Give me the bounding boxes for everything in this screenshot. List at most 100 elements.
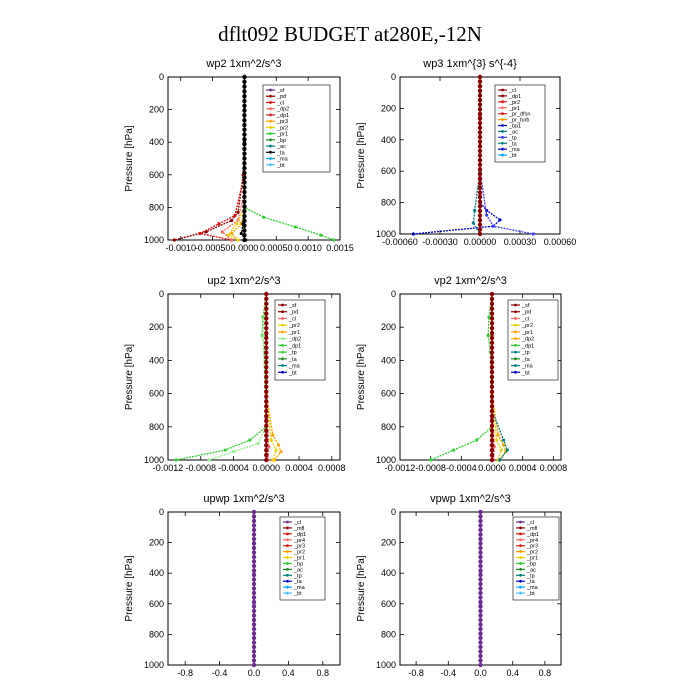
series-point [256,441,260,445]
y-tick-label: 400 [149,355,164,365]
series-point [172,238,176,242]
x-tick-label: -0.0004 [218,463,249,473]
y-tick-label: 600 [381,599,396,609]
series-point [487,315,491,319]
y-tick-label: 600 [381,389,396,399]
legend-marker [519,573,522,577]
legend-label: _ma [508,147,521,153]
y-tick-label: 200 [149,322,164,332]
legend-label: _dp1 [521,343,534,349]
series-point [499,448,503,452]
legend-label: _sf [288,303,297,309]
y-tick-label: 0 [159,289,164,299]
series-point [230,238,234,242]
legend-marker [519,579,522,583]
legend-marker [514,343,517,347]
series-point [411,232,415,236]
series-line-cl [197,77,246,241]
legend-marker [514,357,517,361]
legend-label: _bt [508,153,517,159]
x-tick-label: -0.0008 [415,463,446,473]
legend-marker [501,141,504,145]
y-tick-label: 0 [391,72,396,82]
series-point [293,225,298,229]
y-tick-label: 600 [149,599,164,609]
x-tick-label: -0.8 [177,668,193,678]
series-point [496,433,500,437]
x-tick-label: 0.0008 [318,463,346,473]
series-point [531,232,535,236]
series-point [174,458,178,462]
legend-label: _pr1 [288,330,300,336]
series-point [332,238,336,242]
legend-label: _mfl [293,526,304,532]
legend-marker [501,118,504,121]
x-tick-label: 0.8 [539,668,552,678]
series-point [473,208,477,213]
page-title: dflt092 BUDGET at280E,-12N [218,22,482,46]
legend-marker [519,520,522,524]
legend-marker [269,150,272,154]
legend-label: _pr1 [276,132,288,138]
y-tick-label: 400 [149,568,164,578]
series-point [207,458,211,462]
legend-marker [286,538,289,542]
series-point [452,448,456,452]
x-tick-label: -0.0012 [153,463,184,473]
y-tick-label: 600 [381,166,396,176]
legend-marker [519,526,522,530]
series-point [485,213,489,217]
chart-panel-1: wp2 1xm^2/s^3 Pressure [hPa] 0 200 400 600 800… [124,58,354,253]
x-tick-label: 0.00050 [260,243,293,253]
legend-marker [501,88,504,92]
legend-marker [269,132,272,136]
legend-marker [269,101,272,104]
legend-marker [514,350,517,354]
series-point [501,438,506,442]
y-axis-label: Pressure [hPa] [356,555,367,621]
legend-label: _pr4 [526,538,538,544]
legend-label: _ma [293,585,306,591]
legend-label: _ma [276,157,289,163]
y-tick-label: 800 [381,629,396,639]
legend-label: _dp1 [508,94,521,100]
legend-label: _bp [293,561,303,567]
series-point [261,333,265,338]
x-tick-label: 0.0 [248,668,261,678]
legend-marker [501,100,504,104]
legend-box [507,299,559,381]
x-tick-label: -0.0008 [185,463,216,473]
legend-label: _ta [276,150,286,156]
series-point [498,458,502,462]
legend-label: _pr2 [276,125,288,131]
legend-marker [514,303,517,307]
legend-marker [281,337,284,341]
y-tick-label: 800 [149,629,164,639]
legend-marker [286,585,289,589]
chart-title: vp2 1xm^2/s^3 [434,275,507,287]
y-tick-label: 0 [159,507,164,517]
series-point [230,218,234,223]
series-point [471,221,475,225]
legend-label: _pr2 [521,323,533,329]
legend-marker [269,113,272,117]
chart-panel-5: upwp 1xm^2/s^3 Pressure [hPa] 0 200 400 600 80… [124,493,341,678]
legend-marker [519,585,522,589]
y-tick-label: 200 [149,538,164,548]
legend-label: _ma [526,585,539,591]
legend-label: _pr_turb [508,118,530,124]
y-axis-label: Pressure [hPa] [124,125,135,191]
x-tick-label: -0.00030 [422,237,458,247]
legend-label: _cl [508,88,516,94]
legend-label: _ac [276,144,286,150]
legend-marker [519,550,522,554]
x-tick-label: 0.4 [506,668,519,678]
legend-marker [286,573,289,577]
legend-marker [501,124,504,127]
y-tick-label: 1000 [376,660,396,670]
series-point [235,222,239,226]
x-tick-label: -0.00050 [195,243,231,253]
legend-marker [269,88,272,92]
legend-box [262,84,331,173]
legend-marker [519,556,522,559]
